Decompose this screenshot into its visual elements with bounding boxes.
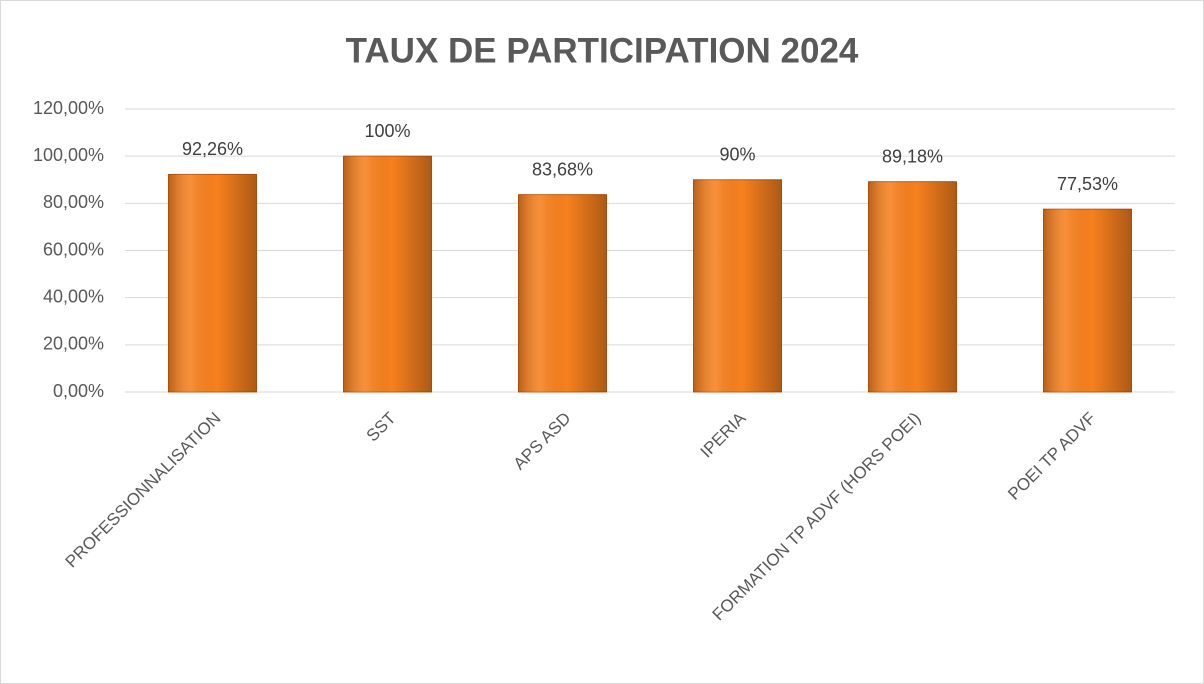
bar-shade — [518, 194, 607, 392]
y-tick-label: 0,00% — [53, 381, 104, 401]
y-tick-label: 120,00% — [33, 98, 104, 118]
y-tick-label: 80,00% — [43, 192, 104, 212]
bar-shade — [168, 174, 257, 392]
bar-shade — [1043, 209, 1132, 392]
y-tick-label: 100,00% — [33, 145, 104, 165]
value-label: 90% — [719, 145, 755, 165]
y-tick-label: 60,00% — [43, 239, 104, 259]
value-label: 100% — [364, 121, 410, 141]
bar-shade — [693, 179, 782, 392]
value-label: 89,18% — [882, 146, 943, 166]
bar-shade — [343, 156, 432, 392]
bar-shade — [868, 181, 957, 392]
y-tick-label: 40,00% — [43, 286, 104, 306]
value-label: 92,26% — [182, 139, 243, 159]
chart-title: TAUX DE PARTICIPATION 2024 — [346, 31, 859, 70]
y-tick-label: 20,00% — [43, 334, 104, 354]
value-label: 77,53% — [1057, 174, 1118, 194]
value-label: 83,68% — [532, 159, 593, 179]
